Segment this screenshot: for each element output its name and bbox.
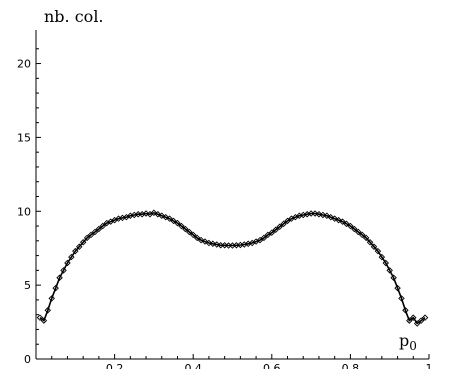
data-point bbox=[68, 253, 75, 261]
series-line bbox=[39, 211, 426, 325]
x-tick-label: 0.6 bbox=[263, 362, 281, 369]
data-point bbox=[327, 213, 334, 221]
data-point bbox=[386, 267, 393, 274]
data-point bbox=[48, 295, 55, 302]
y-tick-label: 0 bbox=[24, 353, 31, 366]
data-point bbox=[323, 212, 331, 219]
data-point bbox=[170, 217, 177, 225]
x-axis-label-base: p bbox=[399, 331, 409, 350]
data-point bbox=[87, 231, 95, 239]
svg-text:p0: p0 bbox=[399, 331, 417, 353]
y-tick-label: 10 bbox=[17, 205, 31, 218]
data-point bbox=[362, 234, 370, 242]
data-point bbox=[284, 217, 291, 225]
data-point bbox=[319, 211, 327, 219]
data-point bbox=[355, 228, 362, 236]
y-tick-label: 20 bbox=[17, 58, 31, 71]
data-point bbox=[162, 213, 169, 221]
data-point bbox=[154, 210, 162, 218]
data-point bbox=[186, 228, 193, 236]
x-tick-label: 0.4 bbox=[184, 362, 202, 369]
data-point bbox=[311, 210, 319, 217]
data-point bbox=[406, 317, 413, 324]
data-point bbox=[398, 295, 405, 302]
data-point bbox=[64, 259, 71, 267]
data-point bbox=[44, 307, 52, 314]
data-point bbox=[36, 314, 44, 321]
data-point bbox=[351, 225, 358, 233]
data-point bbox=[79, 239, 87, 246]
data-point bbox=[205, 239, 213, 247]
data-point bbox=[256, 236, 264, 244]
data-point bbox=[358, 231, 366, 239]
data-point bbox=[213, 241, 221, 248]
x-axis-label-subscript: 0 bbox=[409, 339, 417, 353]
data-point bbox=[276, 223, 283, 231]
data-point bbox=[99, 222, 107, 230]
axes bbox=[35, 30, 429, 360]
data-point bbox=[201, 238, 209, 245]
data-point bbox=[331, 215, 338, 222]
data-point bbox=[280, 220, 287, 228]
y-axis-label: nb. col. bbox=[44, 7, 104, 26]
data-point bbox=[417, 317, 425, 324]
data-point bbox=[264, 231, 272, 239]
x-tick-label: 1 bbox=[426, 362, 433, 369]
data-point bbox=[193, 234, 201, 242]
data-point bbox=[209, 240, 217, 248]
y-tick-label: 15 bbox=[17, 131, 31, 144]
data-point bbox=[91, 228, 99, 236]
data-point bbox=[402, 307, 409, 314]
data-point bbox=[335, 216, 342, 224]
data-point bbox=[347, 222, 354, 230]
data-point bbox=[182, 225, 189, 233]
data-point bbox=[366, 239, 374, 246]
data-point bbox=[174, 219, 181, 227]
ticks: 0 5 10 15 20 0.2 0.4 0.6 0.8 1 bbox=[17, 48, 433, 369]
data-point bbox=[272, 226, 279, 233]
x-tick-label: 0.2 bbox=[106, 362, 124, 369]
data-point bbox=[197, 236, 205, 244]
data-point bbox=[343, 220, 350, 228]
data-point bbox=[75, 243, 83, 250]
data-point bbox=[378, 253, 386, 261]
data-point bbox=[178, 222, 185, 230]
data-point bbox=[260, 234, 268, 242]
data-point bbox=[150, 209, 158, 216]
data-point bbox=[52, 284, 59, 292]
series-group bbox=[36, 209, 429, 327]
data-point bbox=[268, 229, 276, 236]
data-point bbox=[394, 284, 401, 292]
data-point bbox=[410, 314, 417, 321]
data-point bbox=[83, 234, 91, 242]
data-point bbox=[221, 242, 228, 249]
y-tick-label: 5 bbox=[24, 279, 31, 292]
data-point bbox=[413, 320, 421, 327]
data-point bbox=[40, 317, 48, 324]
data-point bbox=[374, 247, 382, 255]
data-point bbox=[390, 274, 397, 281]
data-point bbox=[166, 215, 173, 222]
data-point bbox=[189, 231, 197, 239]
data-point bbox=[158, 212, 165, 219]
data-point bbox=[56, 274, 63, 281]
data-point bbox=[315, 210, 323, 218]
data-point bbox=[382, 259, 390, 267]
data-point bbox=[72, 247, 79, 255]
x-axis-label: p0 bbox=[399, 331, 417, 353]
x-tick-label: 0.8 bbox=[342, 362, 360, 369]
data-point bbox=[142, 210, 150, 217]
data-point bbox=[339, 218, 346, 225]
data-point bbox=[421, 314, 429, 321]
data-point bbox=[95, 225, 103, 233]
data-point bbox=[60, 267, 67, 274]
data-point bbox=[370, 243, 378, 250]
